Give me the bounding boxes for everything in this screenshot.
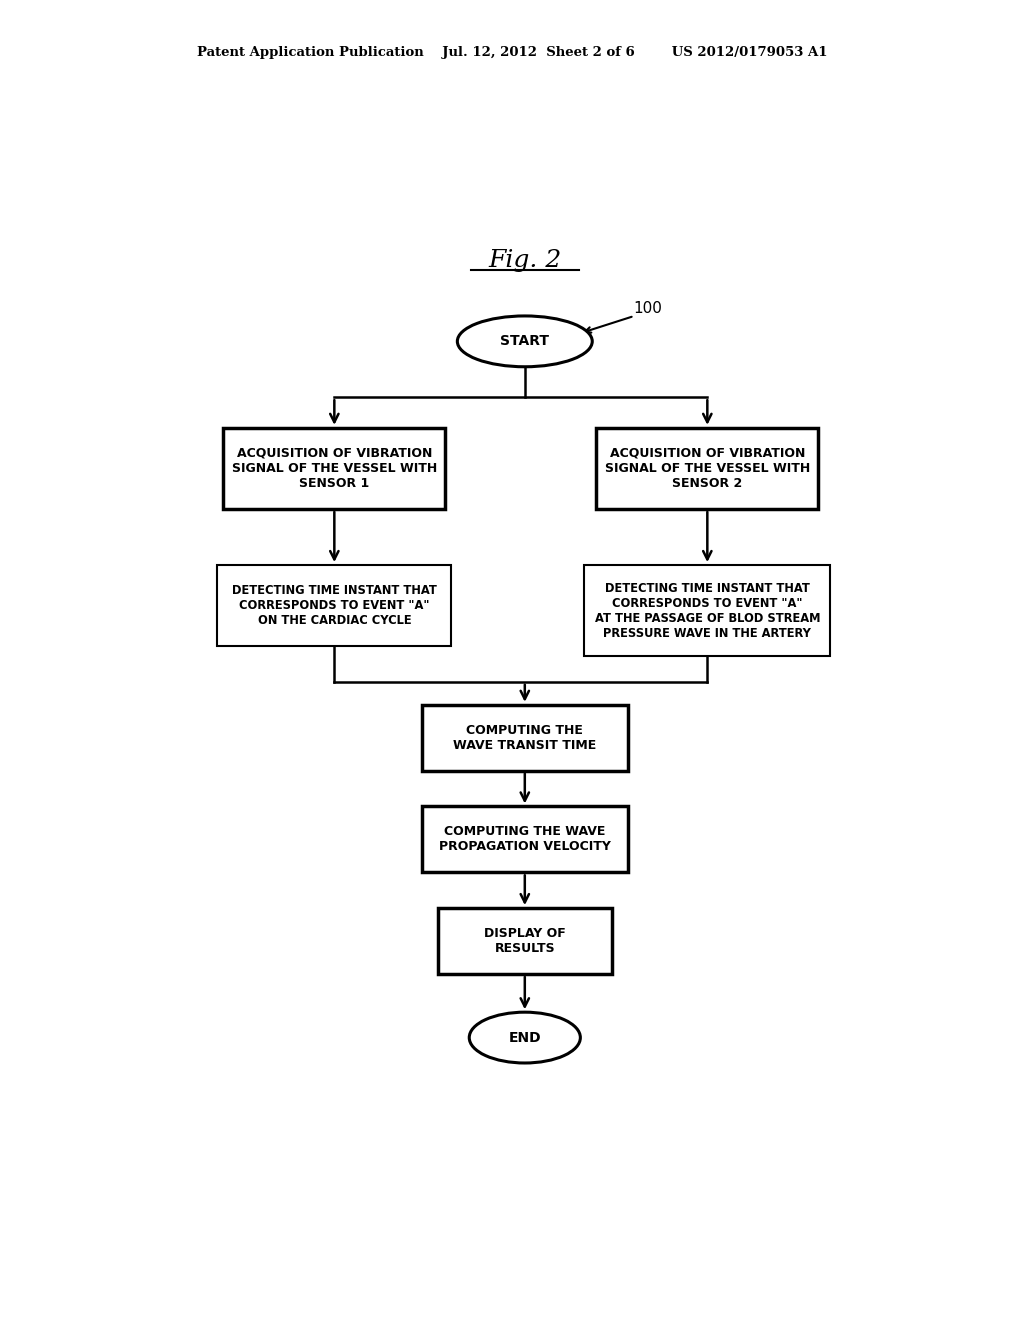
Text: Patent Application Publication    Jul. 12, 2012  Sheet 2 of 6        US 2012/017: Patent Application Publication Jul. 12, …: [197, 46, 827, 59]
FancyBboxPatch shape: [223, 428, 445, 510]
Text: DISPLAY OF
RESULTS: DISPLAY OF RESULTS: [484, 927, 565, 956]
Text: COMPUTING THE WAVE
PROPAGATION VELOCITY: COMPUTING THE WAVE PROPAGATION VELOCITY: [439, 825, 610, 854]
Text: Fig. 2: Fig. 2: [488, 248, 561, 272]
Text: ACQUISITION OF VIBRATION
SIGNAL OF THE VESSEL WITH
SENSOR 1: ACQUISITION OF VIBRATION SIGNAL OF THE V…: [231, 447, 437, 490]
FancyBboxPatch shape: [422, 807, 628, 873]
Text: END: END: [509, 1031, 541, 1044]
Text: DETECTING TIME INSTANT THAT
CORRESPONDS TO EVENT "A"
ON THE CARDIAC CYCLE: DETECTING TIME INSTANT THAT CORRESPONDS …: [231, 585, 437, 627]
Text: DETECTING TIME INSTANT THAT
CORRESPONDS TO EVENT "A"
AT THE PASSAGE OF BLOD STRE: DETECTING TIME INSTANT THAT CORRESPONDS …: [595, 582, 820, 640]
Text: COMPUTING THE
WAVE TRANSIT TIME: COMPUTING THE WAVE TRANSIT TIME: [454, 723, 596, 752]
Text: 100: 100: [634, 301, 663, 317]
FancyBboxPatch shape: [422, 705, 628, 771]
FancyBboxPatch shape: [437, 908, 612, 974]
Text: START: START: [501, 334, 549, 348]
FancyBboxPatch shape: [596, 428, 818, 510]
Text: ACQUISITION OF VIBRATION
SIGNAL OF THE VESSEL WITH
SENSOR 2: ACQUISITION OF VIBRATION SIGNAL OF THE V…: [605, 447, 810, 490]
FancyBboxPatch shape: [217, 565, 452, 647]
Ellipse shape: [458, 315, 592, 367]
Ellipse shape: [469, 1012, 581, 1063]
FancyBboxPatch shape: [585, 565, 830, 656]
